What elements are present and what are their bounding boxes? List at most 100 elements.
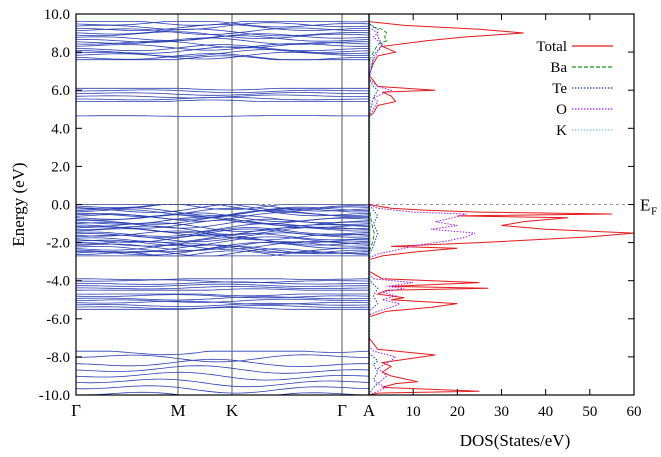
band-line [75, 37, 370, 45]
band-line [75, 293, 369, 297]
y-tick-label: 10.0 [44, 7, 70, 23]
k-point-label: Γ [337, 401, 347, 420]
band-line [75, 207, 370, 218]
band-line [75, 227, 370, 237]
band-line [75, 228, 370, 239]
x-axis-label: DOS(States/eV) [460, 431, 570, 450]
band-line [76, 87, 369, 91]
band-line [76, 278, 369, 281]
k-point-label: Γ [71, 401, 81, 420]
band-line [76, 237, 370, 247]
fermi-level-label: E [640, 196, 650, 215]
band-line [75, 241, 370, 251]
band-line [76, 285, 370, 290]
band-line [75, 44, 369, 52]
dos-curve-o [368, 26, 476, 396]
y-tick-label: -10.0 [39, 388, 70, 404]
band-line [76, 21, 370, 26]
legend-label: K [556, 123, 567, 139]
x-tick-label: 30 [494, 404, 509, 420]
band-line [75, 296, 370, 301]
band-line [75, 222, 370, 232]
band-line [75, 218, 370, 229]
k-point-label: K [226, 401, 239, 420]
band-line [76, 89, 370, 93]
x-tick-label: 50 [582, 404, 597, 420]
y-tick-label: -2.0 [46, 236, 70, 252]
band-line [75, 31, 370, 39]
y-axis-label: Energy (eV) [9, 162, 28, 246]
y-tick-label: 4.0 [51, 121, 70, 137]
band-line [75, 236, 370, 247]
y-tick-label: 8.0 [51, 45, 70, 61]
band-line [75, 244, 370, 254]
band-line [75, 248, 370, 257]
band-line [75, 22, 370, 30]
band-line [76, 283, 369, 287]
band-line [75, 52, 370, 60]
dos-curves [368, 13, 635, 396]
band-line [76, 240, 370, 250]
y-tick-label: 2.0 [51, 159, 70, 175]
axes [75, 13, 635, 396]
fermi-level-subscript: F [651, 206, 657, 218]
band-line [75, 234, 370, 244]
band-line [76, 350, 370, 356]
band-line [75, 43, 369, 51]
labels: 10.0 8.0 6.0 4.0 2.0 0.0 -2.0 -4.0 -6.0 -8.0 -10.0… [9, 7, 657, 450]
band-line [75, 358, 369, 367]
band-line [75, 216, 370, 227]
k-point-label: M [170, 401, 185, 420]
band-line [75, 305, 370, 310]
band-line [75, 365, 370, 374]
band-line [76, 92, 369, 96]
dos-curve-total [368, 21, 635, 396]
band-line [75, 28, 370, 37]
band-line [76, 115, 369, 117]
band-line [75, 204, 370, 212]
x-tick-label: 10 [406, 404, 421, 420]
legend-label: O [556, 102, 567, 118]
x-tick-label: 20 [450, 404, 465, 420]
dos-curve-ba [368, 23, 388, 395]
band-line [75, 385, 370, 394]
band-line [75, 53, 370, 61]
band-line [75, 212, 370, 223]
k-point-label: A [363, 401, 376, 420]
band-line [75, 242, 370, 252]
band-line [76, 288, 369, 291]
band-line [75, 21, 370, 28]
band-line [76, 207, 370, 218]
band-line [75, 371, 370, 381]
band-line [76, 354, 369, 363]
band-line [75, 294, 370, 299]
y-tick-label: 0.0 [51, 198, 70, 214]
legend-label: Ba [550, 60, 567, 76]
band-line [75, 94, 370, 99]
band-line [75, 33, 370, 41]
y-tick-label: -6.0 [46, 312, 70, 328]
band-line [75, 23, 370, 32]
y-tick-label: -8.0 [46, 350, 70, 366]
legend-label: Te [552, 81, 567, 97]
legend-label: Total [536, 39, 567, 55]
band-line [75, 298, 369, 303]
x-tick-label: 40 [538, 404, 553, 420]
x-tick-label: 60 [627, 404, 642, 420]
band-lines [75, 21, 634, 396]
band-line [75, 378, 370, 388]
band-line [75, 246, 370, 256]
band-line [76, 306, 369, 310]
band-line [75, 27, 369, 35]
dos-curve-te [368, 23, 383, 396]
band-line [75, 40, 370, 49]
band-line [76, 279, 370, 283]
band-line [76, 96, 369, 101]
band-line [75, 300, 370, 305]
band-line [76, 99, 369, 102]
band-line [75, 227, 369, 237]
band-line [75, 302, 370, 307]
y-tick-label: -4.0 [46, 274, 70, 290]
y-tick-label: 6.0 [51, 83, 70, 99]
